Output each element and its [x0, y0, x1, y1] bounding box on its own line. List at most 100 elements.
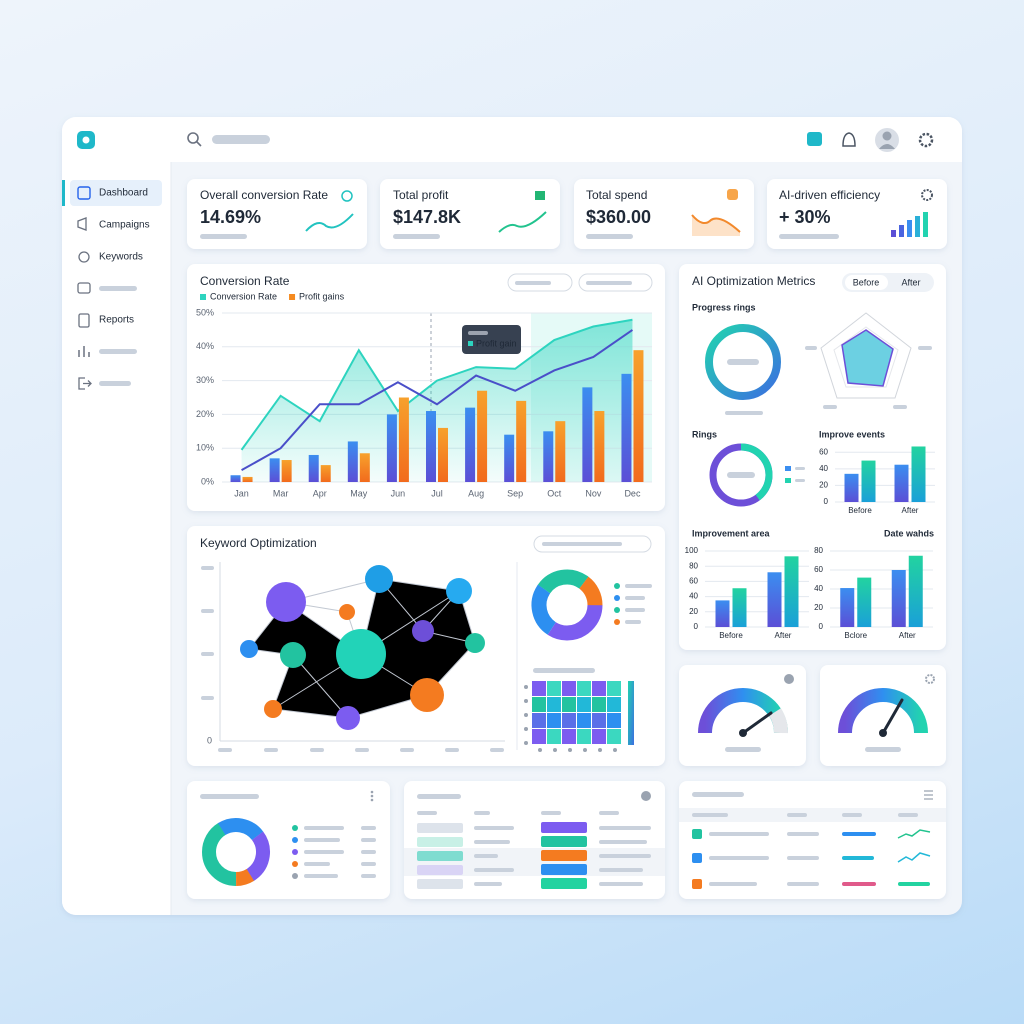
bar	[465, 407, 476, 482]
avatar-head	[882, 131, 892, 141]
nav-placeholder[interactable]	[99, 381, 131, 386]
area	[241, 319, 633, 482]
bar	[269, 458, 280, 482]
kpi-minibar	[907, 220, 912, 237]
y-tick-label: 60	[814, 565, 823, 574]
keyword-donut	[531, 569, 603, 641]
x-tick-label: Nov	[585, 488, 602, 498]
nav-icon	[78, 313, 90, 328]
heatmap-col-marker	[613, 748, 617, 752]
kpi-placeholder	[586, 234, 633, 239]
bar	[555, 421, 566, 482]
bar	[543, 431, 554, 482]
nav-item[interactable]: Keywords	[99, 252, 143, 263]
heatmap-col-marker	[583, 748, 587, 752]
dropdown-placeholder	[586, 281, 632, 285]
dropdown-placeholder	[515, 281, 551, 285]
y-tick-label: 80	[814, 546, 823, 555]
kpi-card	[187, 179, 367, 249]
x-tick-label: Before	[848, 506, 872, 515]
y-tick-label: 60	[819, 447, 828, 456]
bottom-card	[679, 781, 946, 899]
x-tick-label: Dec	[624, 488, 641, 498]
y-tick-label: 20	[819, 481, 828, 490]
y-tick-label: 40	[819, 464, 828, 473]
toggle-active[interactable]	[845, 275, 888, 290]
kpi-sparkline	[498, 211, 547, 233]
bar	[715, 600, 730, 627]
logo-dot	[82, 136, 90, 144]
bar	[840, 588, 855, 627]
nav-item[interactable]: Campaigns	[99, 220, 150, 231]
bar	[621, 373, 632, 482]
x-tick-label: Before	[719, 631, 743, 640]
heatmap-col-marker	[553, 748, 557, 752]
heatmap-cell	[577, 681, 591, 696]
heatmap-title-placeholder	[533, 668, 595, 673]
y-tick-label: 20%	[196, 409, 214, 419]
toggle-option[interactable]: Before	[853, 277, 880, 287]
heatmap-cell	[592, 697, 606, 712]
y-tick-label: 40	[689, 592, 698, 601]
bar	[426, 411, 436, 482]
x-tick-label: Sep	[507, 488, 523, 498]
y-tick-label: 40	[814, 584, 823, 593]
header-bar	[62, 117, 962, 162]
heatmap-cell	[562, 697, 576, 712]
kpi-sparkline-area	[692, 215, 740, 236]
ring-legend	[795, 479, 805, 482]
kpi-title: AI-driven efficiency	[779, 188, 880, 202]
gauge-hub	[879, 729, 887, 737]
bell-icon[interactable]	[842, 132, 856, 147]
node	[264, 700, 282, 718]
heatmap-row-marker	[524, 727, 528, 731]
heatmap-col-marker	[568, 748, 572, 752]
ring-placeholder	[727, 472, 755, 478]
kpi-minibar	[923, 212, 928, 237]
search-icon[interactable]	[187, 132, 199, 144]
progress-ring	[705, 324, 781, 400]
kpi-value: $147.8K	[393, 207, 461, 227]
bar	[438, 427, 448, 482]
bar	[386, 414, 397, 482]
heatmap-col-marker	[598, 748, 602, 752]
ring-progress	[709, 443, 773, 507]
legend-label: Profit gains	[299, 291, 345, 301]
toggle-option[interactable]: After	[901, 277, 920, 287]
menu-icon[interactable]	[370, 790, 374, 802]
flag-icon[interactable]	[807, 132, 822, 146]
node	[365, 565, 393, 593]
y-tick-label: 40%	[196, 341, 214, 351]
nav-icon	[78, 377, 92, 390]
kpi-icon	[535, 191, 545, 200]
nav-item[interactable]: Reports	[99, 315, 134, 326]
kpi-card	[380, 179, 560, 249]
heatmap-cell	[577, 713, 591, 728]
ring-placeholder	[727, 359, 759, 365]
heatmap-cell	[607, 697, 621, 712]
heatmap-cell	[532, 713, 546, 728]
search-placeholder[interactable]	[212, 135, 270, 144]
x-tick-label: Mar	[273, 488, 289, 498]
bar	[582, 387, 593, 482]
kpi-placeholder	[779, 234, 839, 239]
card-title-placeholder	[417, 794, 461, 799]
settings-icon[interactable]	[918, 132, 934, 148]
bar	[359, 453, 370, 482]
nav-item[interactable]: Dashboard	[99, 188, 148, 199]
nav-placeholder[interactable]	[99, 286, 137, 291]
line	[241, 329, 634, 472]
y-tick-label: 0	[819, 622, 824, 631]
heatmap-cell	[532, 681, 546, 696]
bar	[908, 555, 923, 627]
nav-active-accent	[62, 180, 65, 206]
x-tick-label: Bclore	[844, 631, 867, 640]
list-icon[interactable]	[924, 790, 933, 800]
nav-placeholder[interactable]	[99, 349, 137, 354]
x-tick-label: After	[902, 506, 919, 515]
kpi-minibar	[891, 230, 896, 237]
nav-icon	[78, 251, 90, 263]
bar	[398, 397, 409, 482]
